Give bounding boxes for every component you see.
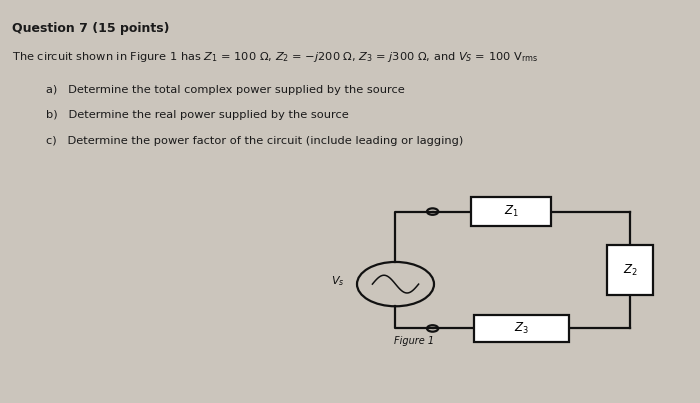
Text: The circuit shown in Figure 1 has $Z_1$ = 100 $\Omega$, $Z_2$ = $-j$200 $\Omega$: The circuit shown in Figure 1 has $Z_1$ … bbox=[12, 50, 538, 64]
Text: $Z_1$: $Z_1$ bbox=[503, 204, 519, 219]
Bar bbox=[608, 245, 652, 295]
Text: Question 7 (15 points): Question 7 (15 points) bbox=[12, 22, 169, 35]
Text: $Z_2$: $Z_2$ bbox=[622, 262, 638, 278]
Text: c)   Determine the power factor of the circuit (include leading or lagging): c) Determine the power factor of the cir… bbox=[46, 136, 463, 146]
Text: b)   Determine the real power supplied by the source: b) Determine the real power supplied by … bbox=[46, 110, 349, 120]
Text: Figure 1: Figure 1 bbox=[394, 336, 434, 346]
Text: $V_s$: $V_s$ bbox=[331, 274, 344, 288]
Text: $Z_3$: $Z_3$ bbox=[514, 321, 529, 336]
Bar bbox=[475, 315, 568, 342]
Bar bbox=[470, 197, 552, 226]
Text: a)   Determine the total complex power supplied by the source: a) Determine the total complex power sup… bbox=[46, 85, 405, 95]
